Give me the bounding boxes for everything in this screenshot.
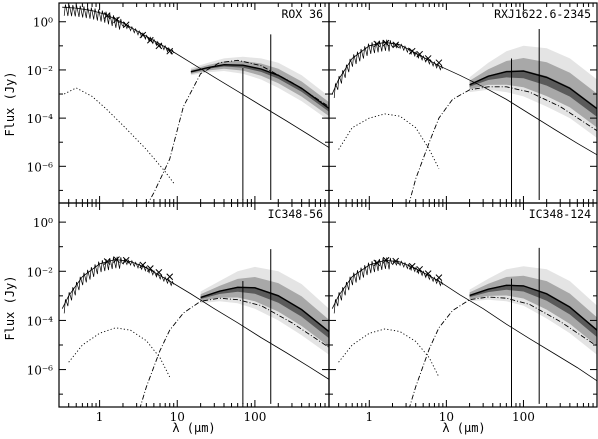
photometry-point xyxy=(103,258,111,265)
model-band-outer xyxy=(190,56,329,121)
model-band-inner xyxy=(469,70,597,117)
disk-emission-line xyxy=(409,296,597,407)
photometry-point xyxy=(146,36,154,44)
scattered-light-line xyxy=(338,113,440,169)
spectrum-line xyxy=(63,4,175,55)
scattered-light-line xyxy=(68,327,171,378)
photometry-point xyxy=(408,47,416,55)
panel-title: ROX 36 xyxy=(281,7,323,21)
photometry-point xyxy=(435,59,443,67)
photometry-point xyxy=(424,55,432,62)
photometry-point xyxy=(139,31,147,39)
median-model-line xyxy=(190,63,329,109)
y-tick-label: 10⁰ xyxy=(33,216,53,230)
photometry-point xyxy=(166,273,174,281)
panel-1: 10⁰ 10⁻² 10⁻⁴ 10⁻⁶ ROX 36 xyxy=(27,2,330,204)
panel-title: RXJ1622.6-2345 xyxy=(494,7,591,21)
y-tick-label: 10⁰ xyxy=(33,16,53,30)
model-band-inner xyxy=(200,286,329,339)
panel-2: RXJ1622.6-2345 xyxy=(328,2,598,204)
disk-emission-line xyxy=(408,86,597,203)
median-model-line xyxy=(200,286,329,333)
y-tick-label: 10⁻² xyxy=(27,265,54,279)
scattered-light-line xyxy=(338,328,440,378)
photometry-point xyxy=(122,21,130,29)
model-band-mid xyxy=(469,275,597,346)
plot-area xyxy=(62,4,329,203)
x-tick-label: 100 xyxy=(243,410,266,424)
photometry-point xyxy=(155,42,163,50)
photometry-point xyxy=(382,39,390,47)
photometry-point xyxy=(408,262,416,270)
x-tick-label: 100 xyxy=(512,410,535,424)
photometry-point xyxy=(139,261,147,269)
spectrum-line xyxy=(63,256,175,314)
y-tick-label: 10⁻⁶ xyxy=(27,364,54,378)
photometry-point xyxy=(382,256,390,264)
median-model-line xyxy=(469,284,597,331)
x-tick-label: 1 xyxy=(96,410,104,424)
x-tick-label: 10 xyxy=(439,410,454,424)
spectrum-line xyxy=(333,257,444,314)
photometry-point xyxy=(166,47,174,55)
spectrum-line xyxy=(333,39,444,99)
x-axis-label-left: λ (μm) xyxy=(172,421,215,435)
model-band-inner xyxy=(469,284,597,338)
y-axis-label-top: Flux (Jy) xyxy=(3,71,17,136)
disk-emission-line xyxy=(139,297,329,407)
photometry-point xyxy=(103,12,111,19)
plot-area xyxy=(61,249,329,407)
panel-4: 1 10 100 IC348-124 xyxy=(328,202,598,424)
x-tick-label: 10 xyxy=(170,410,185,424)
photometry-point xyxy=(392,257,400,265)
y-axis-label-bottom: Flux (Jy) xyxy=(3,275,17,340)
photometry-point xyxy=(424,270,432,278)
panel-3: 10⁰ 10⁻² 10⁻⁴ 10⁻⁶ 1 10 100 IC348-56 xyxy=(27,202,330,424)
panel-title: IC348-124 xyxy=(529,207,591,221)
photometry-point xyxy=(416,265,424,273)
model-band-mid xyxy=(200,277,329,347)
photometry-point xyxy=(146,265,154,272)
photometry-point xyxy=(373,40,381,48)
plot-frame xyxy=(328,202,598,408)
plot-area xyxy=(331,29,597,203)
photometry-point xyxy=(435,274,443,282)
disk-emission-line xyxy=(147,59,329,203)
photometry-point xyxy=(113,256,120,263)
photometry-point xyxy=(122,256,130,264)
y-tick-label: 10⁻² xyxy=(27,64,54,78)
photometry-point xyxy=(113,16,120,24)
y-tick-label: 10⁻⁴ xyxy=(27,112,54,126)
y-tick-label: 10⁻⁶ xyxy=(27,160,54,174)
x-tick-label: 1 xyxy=(365,410,373,424)
photometry-point xyxy=(155,269,163,276)
y-tick-label: 10⁻⁴ xyxy=(27,314,54,328)
x-axis-label-right: λ (μm) xyxy=(442,421,485,435)
photometry-point xyxy=(392,41,400,49)
photometry-point xyxy=(373,259,381,267)
panel-title: IC348-56 xyxy=(268,207,323,221)
photometry-point xyxy=(416,50,424,58)
scattered-light-line xyxy=(63,87,175,184)
plot-area xyxy=(331,247,597,407)
median-model-line xyxy=(469,70,597,110)
